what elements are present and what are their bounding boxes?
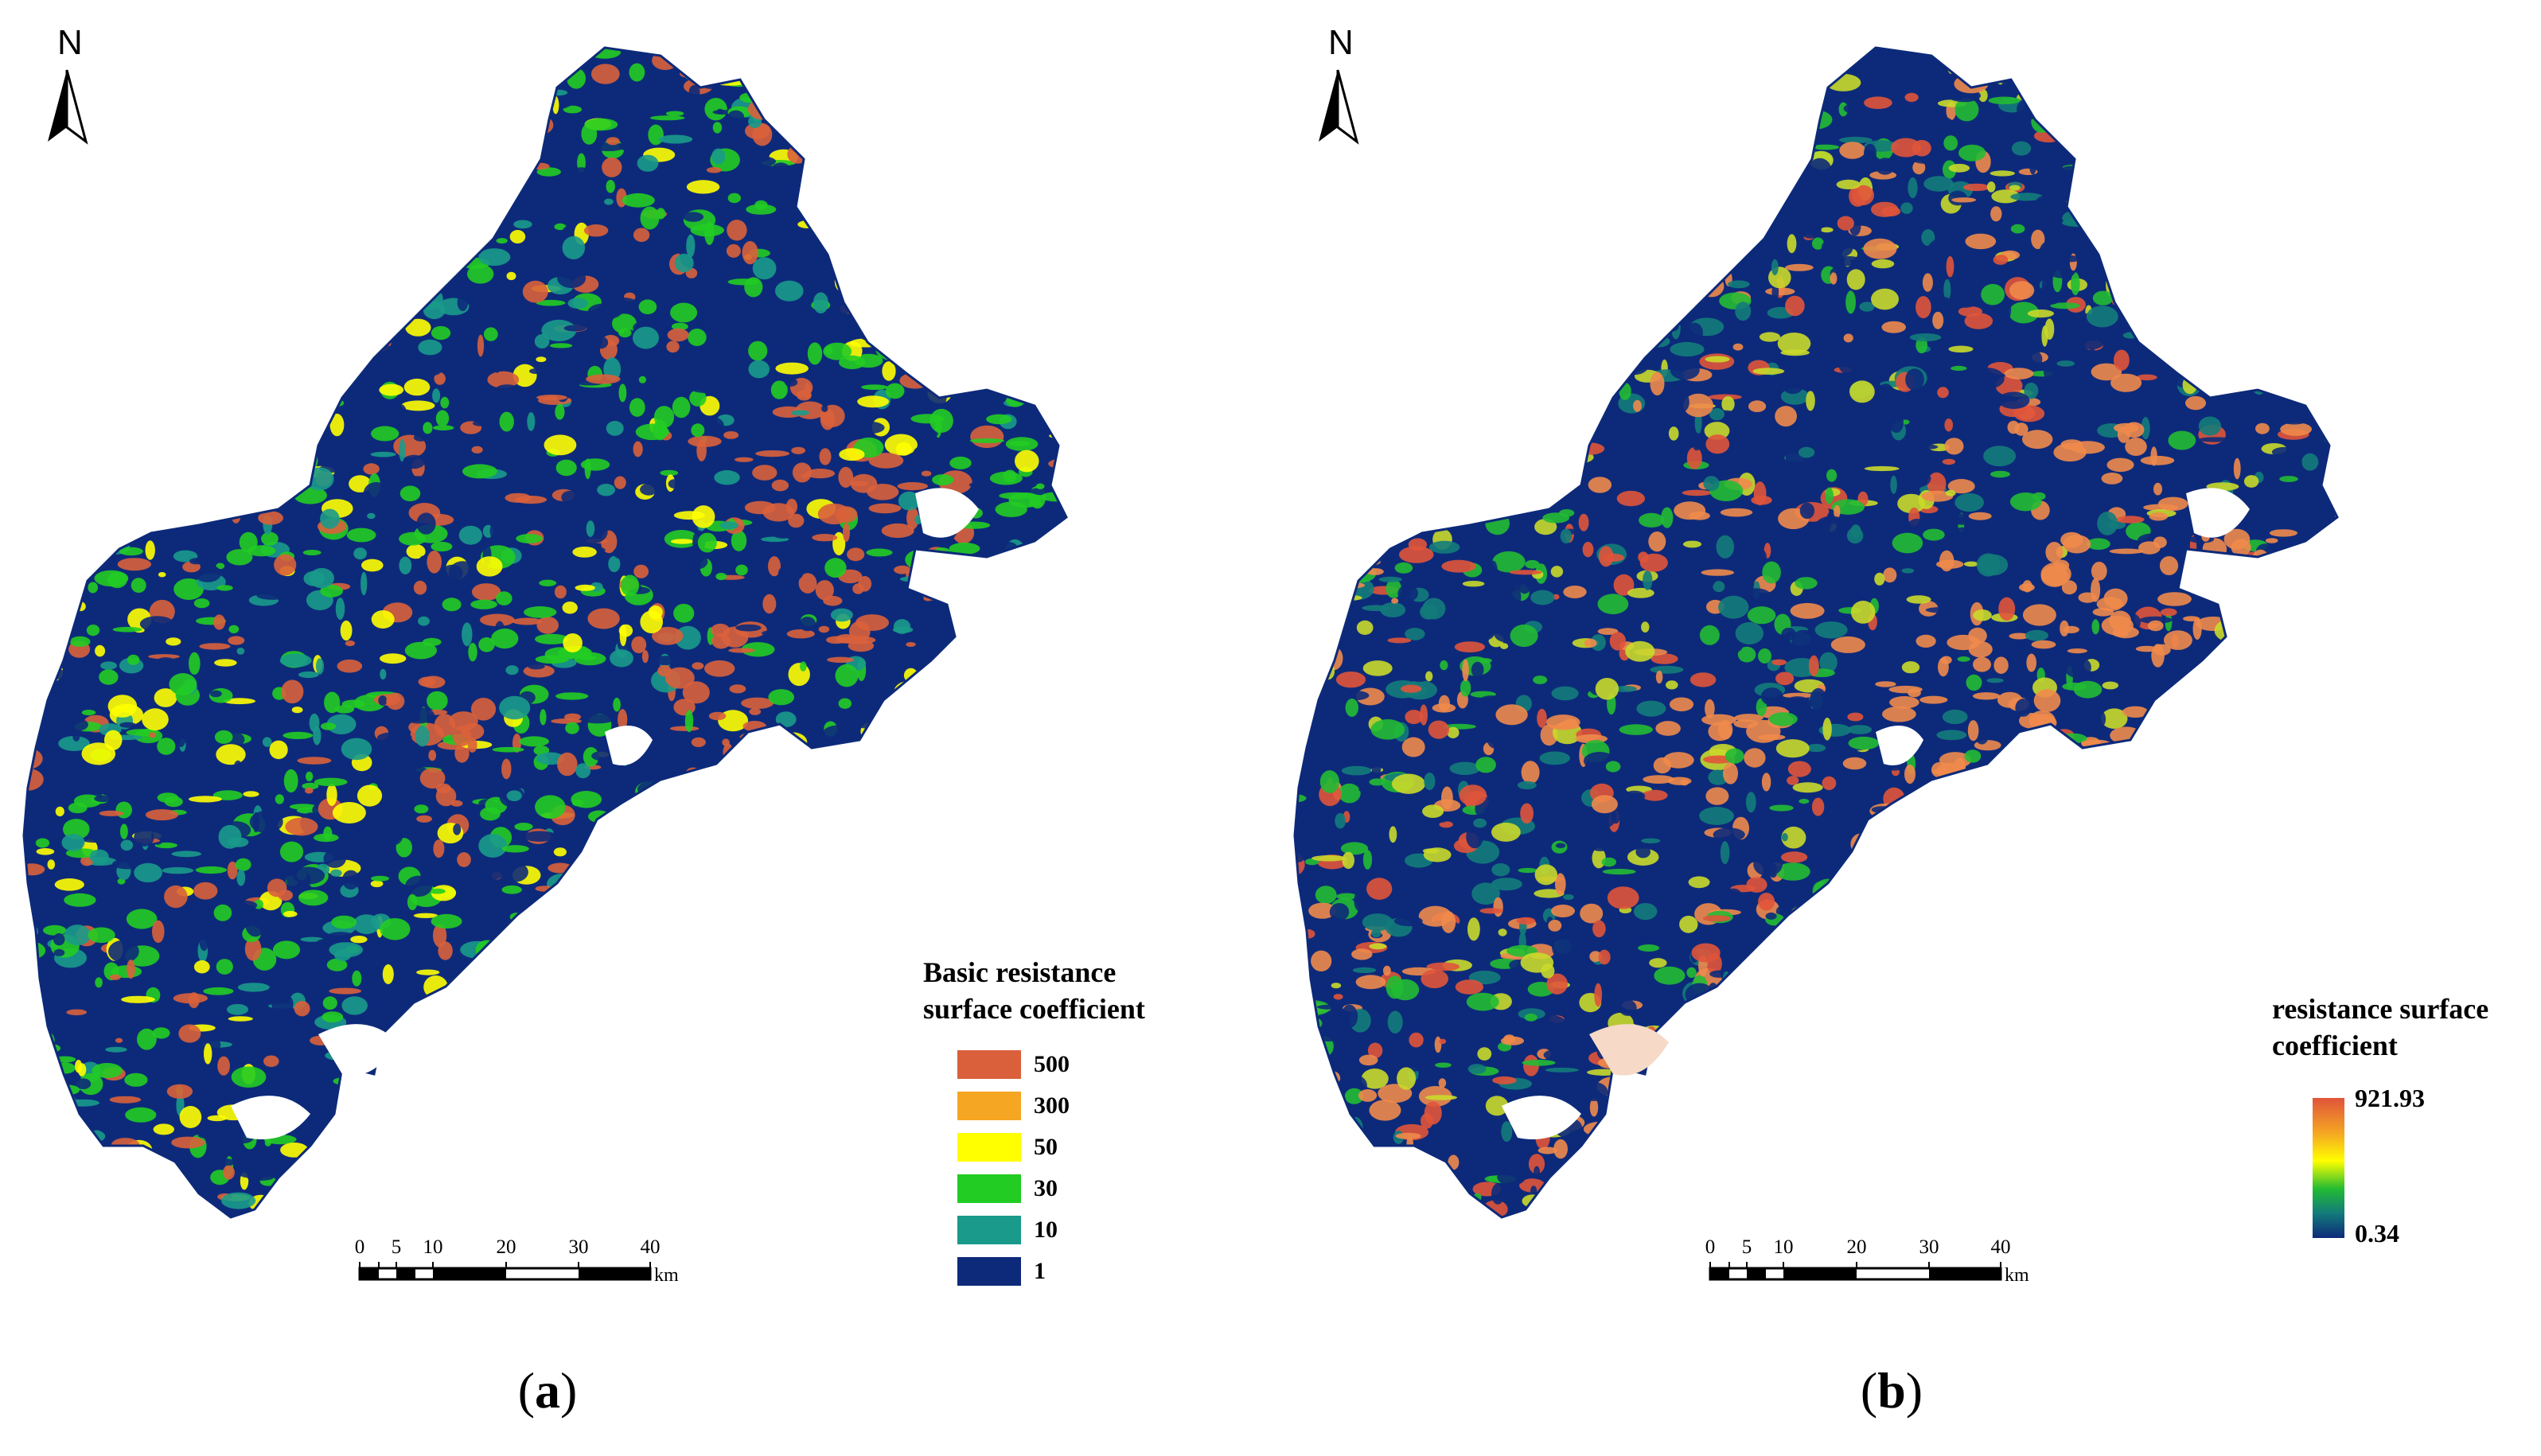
scale-tick-label: 40 — [640, 1236, 661, 1258]
panel-caption: (a) — [517, 1362, 578, 1419]
legend-swatch — [957, 1174, 1021, 1203]
legend-title-line2: coefficient — [2272, 1030, 2398, 1061]
north-label: N — [1328, 23, 1354, 62]
legend-title-line1: Basic resistance — [923, 956, 1117, 988]
scale-tick-label: 20 — [1846, 1236, 1867, 1258]
legend-label: 500 — [1034, 1051, 1070, 1077]
legend-swatch — [957, 1257, 1021, 1286]
legend-swatch — [957, 1050, 1021, 1079]
scale-unit: km — [654, 1265, 679, 1286]
coastal-water-a — [231, 488, 979, 1139]
legend-item: 1 — [957, 1257, 1117, 1289]
legend-item: 300 — [957, 1092, 1117, 1123]
scale-tick-label: 20 — [496, 1236, 516, 1258]
north-arrow-icon — [1319, 69, 1359, 145]
scale-tick-label: 10 — [423, 1236, 443, 1258]
legend-label: 50 — [1034, 1134, 1058, 1160]
scale-tick-label: 0 — [1705, 1236, 1716, 1258]
legend-swatch — [957, 1133, 1021, 1162]
scale-bar-b — [1709, 1262, 2002, 1281]
scale-tick-label: 5 — [1741, 1236, 1752, 1258]
legend-title-line1: resistance surface — [2272, 993, 2489, 1025]
legend-max-label: 921.93 — [2355, 1084, 2425, 1112]
scale-tick-label: 5 — [391, 1236, 402, 1258]
scale-tick-label: 30 — [568, 1236, 589, 1258]
legend-item: 30 — [957, 1174, 1117, 1206]
north-arrow-icon — [48, 69, 88, 145]
scale-bar-a — [358, 1262, 652, 1281]
scale-tick-label: 40 — [1990, 1236, 2011, 1258]
legend-item: 10 — [957, 1216, 1117, 1248]
legend-swatch — [957, 1092, 1021, 1120]
legend-min-label: 0.34 — [2355, 1219, 2399, 1248]
resistance-map-a — [22, 46, 1068, 1281]
legend-item: 500 — [957, 1050, 1117, 1082]
legend-label: 1 — [1034, 1258, 1046, 1284]
scale-tick-label: 10 — [1773, 1236, 1794, 1258]
legend-label: 30 — [1034, 1175, 1058, 1201]
legend-swatch — [957, 1216, 1021, 1244]
resistance-map-b — [1293, 46, 2344, 1281]
scale-tick-label: 30 — [1919, 1236, 1939, 1258]
legend-label: 300 — [1034, 1092, 1070, 1119]
scale-unit: km — [2005, 1265, 2029, 1286]
legend-item: 50 — [957, 1133, 1117, 1165]
legend-color-ramp — [2313, 1098, 2344, 1238]
scale-tick-label: 0 — [354, 1236, 365, 1258]
legend-title-line2: surface coefficient — [923, 993, 1145, 1025]
panel-caption: (b) — [1860, 1362, 1923, 1419]
map-panel-b: N resistance surface coefficient 921.93 … — [1271, 0, 2541, 1456]
legend-label: 10 — [1034, 1217, 1058, 1243]
map-panel-a: N Basic resistance surface coefficient 5… — [0, 0, 1270, 1456]
coastal-water-b — [1502, 488, 2250, 1139]
north-label: N — [57, 23, 83, 62]
